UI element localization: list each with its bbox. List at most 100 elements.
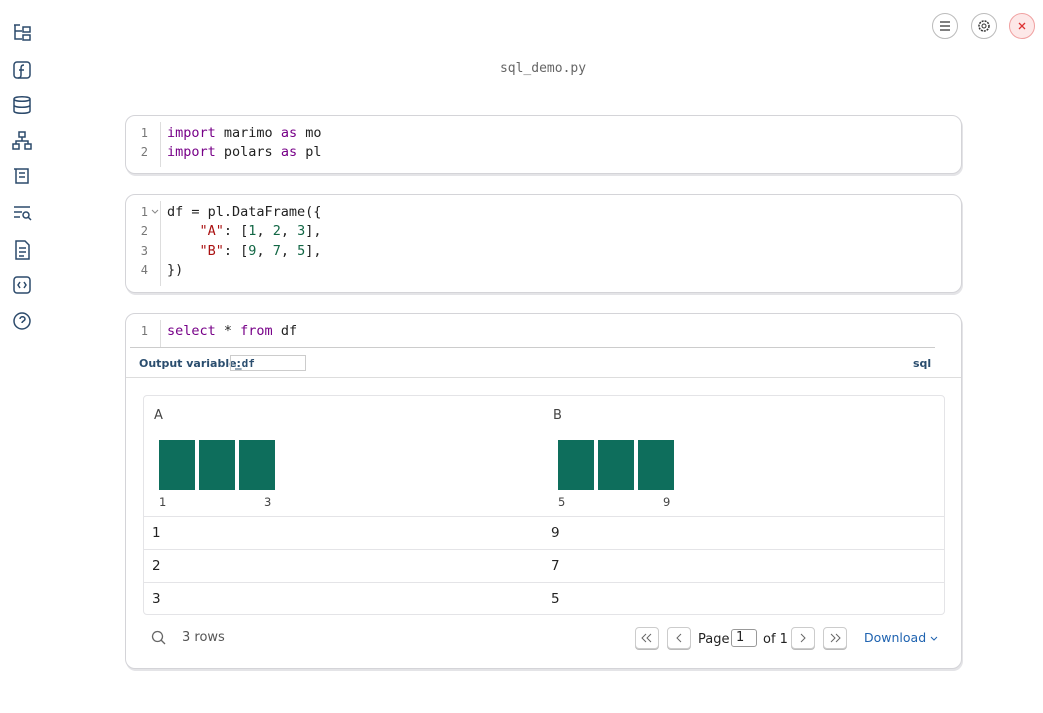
code-token: , <box>256 242 273 259</box>
code-token: df = pl.DataFrame({ <box>167 204 322 220</box>
code-line: "A": [1, 2, 3], <box>167 223 322 239</box>
code-token: "B" <box>199 242 224 259</box>
line-number: 1 <box>140 324 148 338</box>
table-cell: 3 <box>152 591 161 607</box>
histogram-bar <box>159 440 195 490</box>
code-line: select * from df <box>167 323 297 339</box>
code-token: ], <box>305 242 322 259</box>
code-token: 1 <box>248 223 257 240</box>
histogram-bar <box>598 440 634 490</box>
icon-docs[interactable] <box>15 240 30 260</box>
line-number: 1 <box>140 205 148 219</box>
code-token: as <box>280 144 298 161</box>
code-token: marimo <box>215 125 281 141</box>
icon-search[interactable] <box>14 206 32 221</box>
code-token: ], <box>305 223 322 240</box>
page-select[interactable]: 1 <box>731 629 757 647</box>
code-token: 9 <box>248 242 257 259</box>
output-label: Output variable: <box>139 357 241 370</box>
row-count: 3 rows <box>182 630 225 645</box>
table-cell: 7 <box>551 558 560 574</box>
column-header: B <box>553 408 562 423</box>
code-token: pl <box>297 144 322 161</box>
code-token: df <box>272 323 298 339</box>
histogram-bar <box>239 440 275 490</box>
row-divider <box>144 516 944 517</box>
menu-button[interactable] <box>932 13 958 39</box>
search-icon[interactable] <box>151 630 167 646</box>
histogram-label: 3 <box>264 495 272 509</box>
output-variable-input[interactable]: _df <box>230 355 306 371</box>
row-divider <box>144 582 944 583</box>
code-token: : [ <box>223 242 249 259</box>
table-cell: 1 <box>152 525 161 541</box>
code-token: 5 <box>297 242 306 259</box>
icon-files[interactable] <box>14 24 31 41</box>
code-line: df = pl.DataFrame({ <box>167 204 321 220</box>
icon-datasources[interactable] <box>13 96 31 114</box>
sql-cell[interactable]: Output variable: _df sql A 1 3 B 5 9 1 9 2 7 3 5 3 … <box>125 313 962 669</box>
code-token: "A" <box>199 223 224 240</box>
code-line: }) <box>167 262 183 278</box>
code-token: import <box>167 125 216 141</box>
code-token: }) <box>167 261 184 278</box>
code-token: import <box>167 144 216 161</box>
code-token: 3 <box>297 223 306 240</box>
line-number: 2 <box>140 145 148 160</box>
code-token: select <box>167 323 216 339</box>
data-table: A 1 3 B 5 9 1 9 2 7 3 5 <box>143 395 945 615</box>
table-cell: 2 <box>152 558 161 574</box>
last-page-button[interactable] <box>823 627 847 649</box>
histogram-label: 9 <box>663 495 671 509</box>
icon-snippets[interactable] <box>13 276 31 294</box>
code-line: "B": [9, 7, 5], <box>167 243 322 259</box>
first-page-button[interactable] <box>635 627 659 649</box>
settings-button[interactable] <box>971 13 997 39</box>
filename: sql_demo.py <box>499 61 587 76</box>
icon-functions[interactable] <box>13 61 31 79</box>
table-cell: 5 <box>551 591 560 607</box>
code-token: , <box>280 242 298 259</box>
table-cell: 9 <box>551 525 560 541</box>
code-line: import polars as pl <box>167 144 321 160</box>
code-line: import marimo as mo <box>167 125 321 141</box>
code-token: polars <box>215 144 281 161</box>
line-number: 4 <box>140 262 148 277</box>
code-token: from <box>240 323 273 339</box>
code-cell[interactable]: 1 2 import marimo as mo import polars as pl <box>125 115 962 174</box>
language-label[interactable]: sql <box>913 357 932 370</box>
code-token <box>167 243 200 259</box>
fold-marker[interactable] <box>151 209 159 215</box>
page-of: of 1 <box>763 632 788 647</box>
download-label: Download <box>864 630 927 645</box>
line-number: 1 <box>140 126 148 140</box>
histogram-bar <box>558 440 594 490</box>
code-token <box>167 223 200 239</box>
histogram-label: 5 <box>558 495 566 509</box>
page-number: 1 <box>736 630 745 645</box>
icon-help[interactable] <box>13 312 31 330</box>
code-token: , <box>256 223 273 240</box>
code-token: mo <box>297 125 322 141</box>
icon-dependencies[interactable] <box>12 131 32 150</box>
line-number: 2 <box>140 224 148 239</box>
code-token: 7 <box>272 242 281 259</box>
sidebar <box>12 24 32 330</box>
column-header: A <box>154 408 163 423</box>
code-token: * <box>215 323 241 339</box>
code-token: , <box>280 223 298 240</box>
prev-page-button[interactable] <box>667 627 691 649</box>
close-button[interactable] <box>1009 13 1035 39</box>
histogram-label: 1 <box>159 495 167 509</box>
page-label: Page <box>698 632 730 647</box>
code-token: 2 <box>272 223 281 240</box>
icon-outline[interactable] <box>14 168 29 184</box>
code-token: as <box>280 125 298 141</box>
code-cell[interactable]: 1 2 3 4 df = pl.DataFrame({ "A": [1, 2, 3], … <box>125 194 962 293</box>
row-divider <box>144 549 944 550</box>
next-page-button[interactable] <box>791 627 815 649</box>
code-token: : [ <box>223 223 249 240</box>
histogram-bar <box>638 440 674 490</box>
download-button[interactable]: Download <box>864 630 938 645</box>
